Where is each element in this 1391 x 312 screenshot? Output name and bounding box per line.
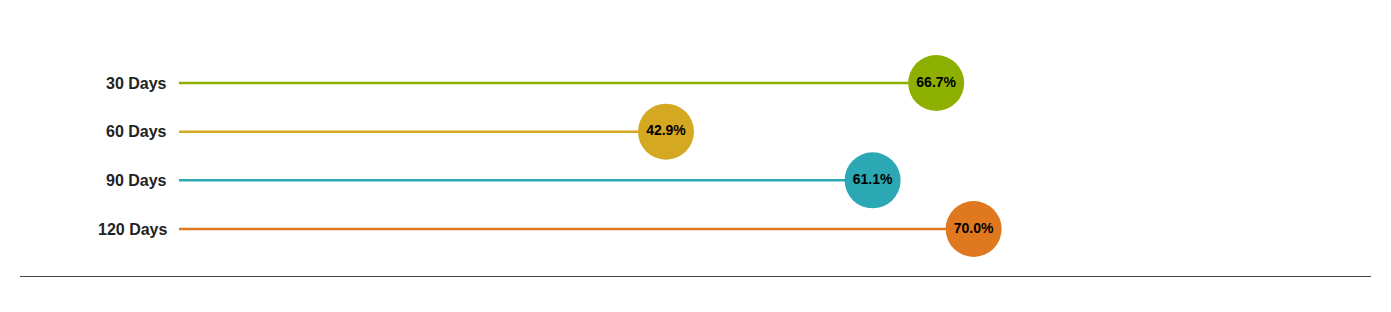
svg-text:70.0%: 70.0% <box>954 220 994 236</box>
svg-text:120 Days: 120 Days <box>98 221 167 238</box>
svg-text:42.9%: 42.9% <box>646 122 686 138</box>
svg-text:60 Days: 60 Days <box>106 123 167 140</box>
svg-text:66.7%: 66.7% <box>916 74 956 90</box>
svg-text:90 Days: 90 Days <box>106 172 167 189</box>
svg-text:61.1%: 61.1% <box>853 171 893 187</box>
svg-text:30 Days: 30 Days <box>106 75 167 92</box>
